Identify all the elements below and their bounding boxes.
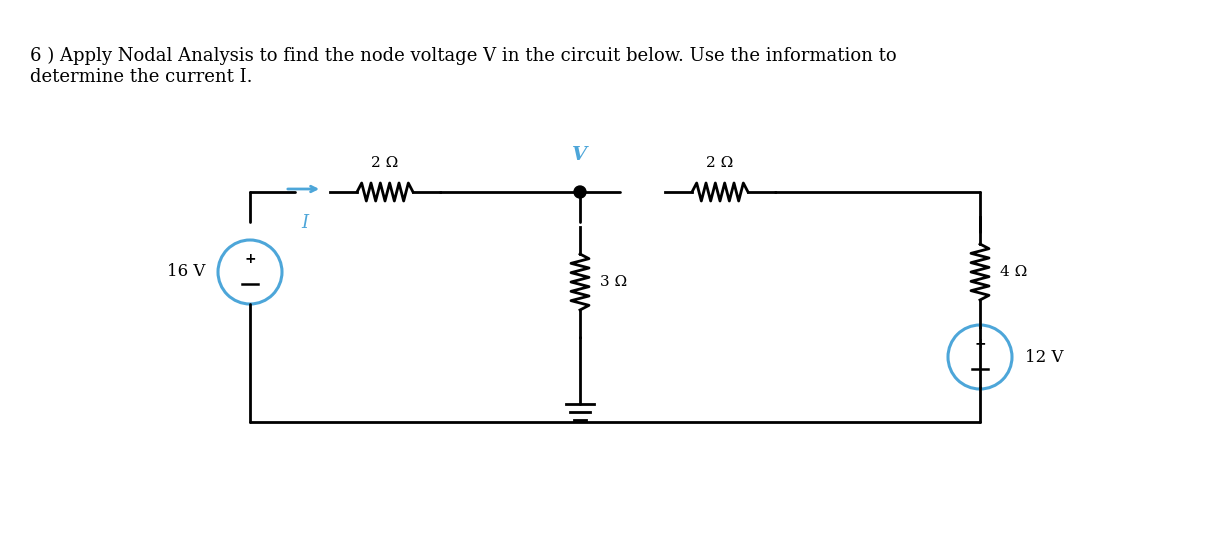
Circle shape [574, 186, 587, 198]
Text: 2 Ω: 2 Ω [706, 156, 733, 170]
Text: 2 Ω: 2 Ω [371, 156, 398, 170]
Text: 12 V: 12 V [1025, 349, 1063, 365]
Text: +: + [974, 337, 986, 351]
Text: 3 Ω: 3 Ω [600, 275, 627, 289]
Text: I: I [302, 214, 309, 232]
Text: V: V [572, 146, 588, 164]
Text: 4 Ω: 4 Ω [1000, 265, 1028, 279]
Text: 6 ) Apply Nodal Analysis to find the node voltage V in the circuit below. Use th: 6 ) Apply Nodal Analysis to find the nod… [31, 47, 897, 86]
Text: +: + [244, 252, 255, 266]
Text: 16 V: 16 V [166, 263, 205, 281]
